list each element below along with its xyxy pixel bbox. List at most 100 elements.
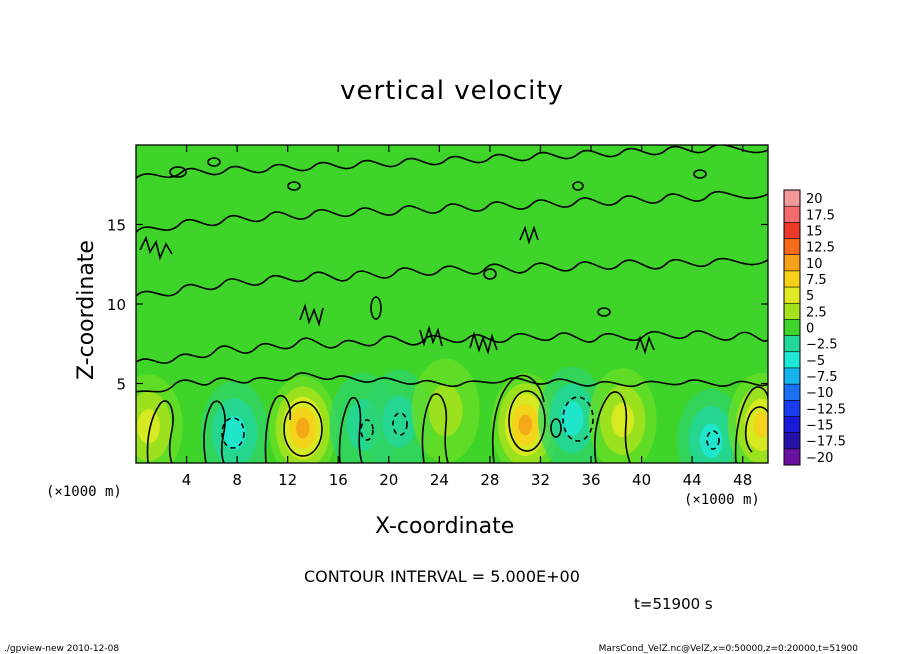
contour-interval-text: CONTOUR INTERVAL = 5.000E+00: [304, 567, 580, 586]
velocity-feature: [588, 368, 657, 463]
colorbar-segment: [784, 400, 800, 417]
contour-line: [734, 386, 768, 463]
colorbar-label: −15: [806, 419, 833, 434]
colorbar-label: −5: [806, 354, 825, 369]
contour-line: [392, 412, 408, 436]
y-axis: 5 10 15: [107, 217, 768, 394]
contour-line: [139, 225, 655, 355]
colorbar-label: 0: [806, 322, 814, 337]
x-tick-label: 44: [683, 471, 702, 489]
x-axis: 4 8 12 16 20 24 28 32 36 40 44 48: [182, 145, 752, 489]
contour-line: [136, 145, 768, 179]
x-tick-label: 40: [632, 471, 651, 489]
velocity-feature: [538, 366, 607, 463]
contour-line: [136, 257, 768, 297]
contour-line: [593, 391, 631, 463]
x-tick-label: 20: [379, 471, 398, 489]
contour-line: [550, 418, 562, 438]
contour-line: [597, 307, 611, 317]
contour-line: [203, 400, 226, 463]
colorbar-segment: [784, 335, 800, 353]
velocity-feature: [677, 388, 746, 463]
contour-line: [136, 190, 768, 233]
colorbar-segment: [784, 222, 800, 239]
x-axis-label: X-coordinate: [375, 514, 515, 539]
y-tick-label: 10: [107, 296, 126, 314]
colorbar-label: −12.5: [806, 402, 846, 417]
contour-line: [207, 157, 221, 167]
y-tick-label: 15: [107, 217, 126, 235]
contour-line: [283, 401, 323, 457]
colorbar-segment: [784, 384, 800, 401]
contour-line: [562, 396, 594, 442]
colorbar-segment: [784, 416, 800, 434]
contour-line: [338, 397, 363, 463]
y-axis-label: Z-coordinate: [74, 240, 99, 380]
colorbar-segment: [784, 303, 800, 320]
x-tick-label: 36: [581, 471, 600, 489]
contour-line: [421, 393, 449, 463]
contour-line: [146, 400, 174, 463]
x-tick-label: 24: [430, 471, 449, 489]
contour-line: [287, 181, 301, 191]
colorbar-segment: [784, 270, 800, 288]
contour-line: [492, 374, 545, 463]
x-tick-label: 28: [480, 471, 499, 489]
contour-line: [744, 406, 768, 453]
colorbar-segment: [784, 254, 800, 272]
velocity-feature: [200, 380, 269, 463]
colorbar-segment: [784, 287, 800, 304]
x-axis-unit-left: (×1000 m): [46, 484, 122, 500]
chart-title: vertical velocity: [340, 76, 564, 106]
x-tick-label: 32: [531, 471, 550, 489]
x-tick-label: 16: [329, 471, 348, 489]
x-tick-label: 48: [733, 471, 752, 489]
x-tick-label: 8: [232, 471, 242, 489]
colorbar-label: 20: [806, 192, 823, 207]
contour-line: [360, 419, 374, 441]
colorbar-segment: [784, 351, 800, 369]
contour-line: [483, 268, 497, 280]
x-tick-label: 4: [182, 471, 192, 489]
colorbar-label: −10: [806, 386, 833, 401]
colorbar-segment: [784, 190, 800, 207]
contour-line: [264, 395, 292, 463]
contour-lines: [136, 145, 768, 463]
contour-line: [370, 296, 382, 320]
colorbar-segment: [784, 367, 800, 385]
colorbar-label: 2.5: [806, 305, 827, 320]
velocity-feature: [268, 376, 337, 463]
colorbar-label: 12.5: [806, 241, 835, 256]
colorbar-segment: [784, 448, 800, 466]
contour-line: [572, 181, 584, 191]
y-tick-label: 5: [116, 376, 126, 394]
colorbar-segment: [784, 206, 800, 223]
colorbar-segment: [784, 238, 800, 256]
footer-left-text: ./gpview-new 2010-12-08: [4, 644, 120, 654]
colorbar-label: 5: [806, 289, 814, 304]
contour-line: [221, 417, 245, 449]
footer-right-text: MarsCond_VelZ.nc@VelZ,x=0:50000,z=0:2000…: [598, 644, 858, 654]
colorbar-label: 15: [806, 224, 823, 239]
contour-line: [136, 330, 768, 364]
colorbar-label: 7.5: [806, 273, 827, 288]
colorbar-segment: [784, 319, 800, 336]
colorbar-label: 17.5: [806, 208, 835, 223]
colorbar-label: −7.5: [806, 370, 838, 385]
x-tick-label: 12: [278, 471, 297, 489]
colorbar-segment: [784, 432, 800, 450]
contour-line: [136, 372, 768, 393]
colorbar-label: 10: [806, 257, 823, 272]
contour-line: [706, 430, 720, 450]
contour-line: [169, 166, 187, 178]
colorbar-frame: [783, 189, 801, 466]
time-label: t=51900 s: [634, 595, 713, 613]
colorbar-label: −2.5: [806, 338, 838, 353]
colorbar-label: −20: [806, 451, 833, 466]
contour-line: [508, 390, 546, 452]
contour-line: [693, 169, 707, 179]
x-axis-unit-right: (×1000 m): [684, 492, 760, 508]
colorbar-label: −17.5: [806, 435, 846, 450]
